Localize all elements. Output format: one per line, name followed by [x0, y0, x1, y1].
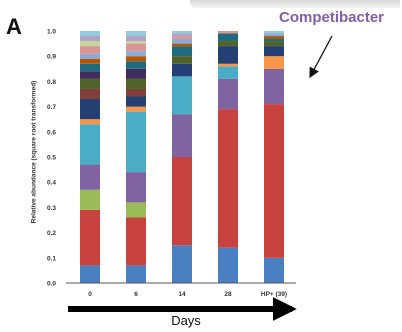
bar-segment-28-4	[218, 66, 238, 79]
bar-segment-6-6	[126, 96, 146, 107]
bar-segment-6-11	[126, 56, 146, 62]
bar-segment-hp-39--6	[264, 46, 284, 57]
bar-segment-28-8	[218, 41, 238, 47]
bar-segment-14-12	[172, 38, 192, 44]
bar-segment-0-11	[80, 58, 100, 64]
x-axis-label: Days	[171, 313, 201, 328]
y-tick-label: 0.1	[47, 255, 56, 262]
bar-segment-28-3	[218, 78, 238, 110]
bar-segment-28-6	[218, 46, 238, 64]
bar-segment-28-1	[218, 109, 238, 248]
bar-segment-hp-39--5	[264, 56, 284, 69]
bar-segment-6-2	[126, 202, 146, 218]
bar-segment-0-9	[80, 71, 100, 79]
bar-segment-hp-39--16	[264, 31, 284, 34]
top-edge-tab	[190, 0, 400, 8]
bar-segment-6-8	[126, 78, 146, 89]
bar-segment-0-0	[80, 265, 100, 283]
bar-segment-0-8	[80, 78, 100, 89]
bar-segment-6-7	[126, 88, 146, 97]
x-tick-label: 6	[134, 291, 138, 298]
bar-segment-0-12	[80, 53, 100, 59]
bar-segment-hp-39--12	[264, 33, 284, 37]
bar-segment-6-4	[126, 111, 146, 173]
bar-segment-6-14	[126, 41, 146, 44]
bar-segment-14-10	[172, 46, 192, 57]
bar-segment-0-14	[80, 41, 100, 47]
bar-segment-28-10	[218, 33, 238, 42]
y-tick-label: 0.4	[47, 180, 56, 187]
bar-segment-hp-39--0	[264, 257, 284, 283]
bar-segment-14-1	[172, 157, 192, 246]
panel-label: A	[6, 14, 22, 39]
x-tick-label: 28	[224, 291, 232, 298]
callout-arrow	[309, 35, 333, 79]
bar-segment-hp-39--10	[264, 38, 284, 42]
bar-segment-28-0	[218, 247, 238, 283]
bar-segment-hp-39--8	[264, 41, 284, 47]
bar-segment-6-5	[126, 106, 146, 112]
y-tick-label: 0.0	[47, 281, 56, 288]
bar-segment-6-1	[126, 217, 146, 266]
bar-segment-6-16	[126, 31, 146, 37]
y-tick-label: 1.0	[47, 29, 56, 36]
bar-segment-hp-39--1	[264, 104, 284, 258]
bar-segment-28-5	[218, 63, 238, 67]
bar-segment-6-12	[126, 51, 146, 57]
bar-segment-0-13	[80, 46, 100, 54]
bar-segment-0-7	[80, 88, 100, 100]
bar-segment-0-16	[80, 31, 100, 37]
bar-segment-14-16	[172, 31, 192, 34]
y-tick-labels: 0.0 0.1 0.2 0.3 0.4 0.5 0.6 0.7 0.8 0.9 1.0	[47, 29, 56, 288]
bar-segment-6-10	[126, 61, 146, 69]
bar-segment-6-13	[126, 43, 146, 52]
bar-segment-0-6	[80, 99, 100, 120]
y-tick-label: 0.8	[47, 79, 56, 86]
competibacter-annotation: Competibacter	[279, 9, 385, 26]
bar-segment-6-9	[126, 68, 146, 79]
bar-segment-hp-39--3	[264, 68, 284, 105]
bar-segment-14-0	[172, 245, 192, 283]
bar-segment-28-13	[218, 31, 238, 34]
bar-segment-0-2	[80, 189, 100, 210]
bar-segment-14-13	[172, 36, 192, 39]
x-tick-label: 14	[178, 291, 186, 298]
x-tick-label: 0	[88, 291, 92, 298]
bar-segment-0-10	[80, 63, 100, 72]
bar-segment-0-3	[80, 164, 100, 190]
y-tick-label: 0.9	[47, 54, 56, 61]
bar-segment-6-0	[126, 265, 146, 283]
bar-group	[80, 31, 284, 283]
y-tick-label: 0.5	[47, 155, 56, 162]
x-tick-label: HP+ (39)	[261, 291, 287, 298]
bar-segment-0-1	[80, 209, 100, 266]
y-tick-label: 0.3	[47, 205, 56, 212]
bar-segment-0-5	[80, 119, 100, 125]
bar-segment-14-8	[172, 56, 192, 64]
bar-segment-0-15	[80, 36, 100, 42]
bar-segment-14-6	[172, 63, 192, 77]
bar-segment-6-15	[126, 36, 146, 42]
y-tick-label: 0.7	[47, 104, 56, 111]
bar-segment-hp-39--11	[264, 36, 284, 39]
y-tick-label: 0.2	[47, 230, 56, 237]
bar-segment-0-4	[80, 124, 100, 165]
bar-segment-14-15	[172, 33, 192, 37]
bar-segment-14-4	[172, 76, 192, 115]
y-tick-label: 0.6	[47, 129, 56, 136]
bar-segment-14-3	[172, 114, 192, 157]
bar-segment-14-11	[172, 43, 192, 47]
bar-segment-6-3	[126, 172, 146, 203]
x-tick-labels: 0 6 14 28 HP+ (39)	[88, 291, 287, 298]
